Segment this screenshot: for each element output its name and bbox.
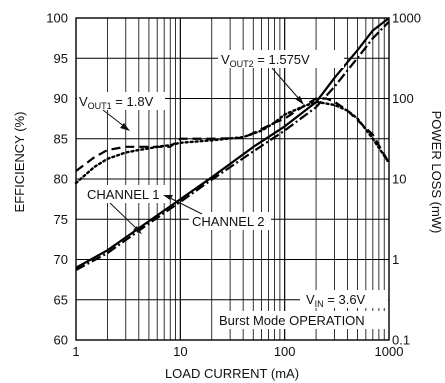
series-line-3 [75, 17, 390, 269]
y-left-tick-label: 90 [54, 91, 68, 106]
y-left-tick-label: 65 [54, 292, 68, 307]
tick-labels: 1 10 100 1000 60 65 70 75 80 85 90 95 100 0.1 1 10 100 10… [46, 11, 421, 360]
series-line-4 [75, 20, 390, 271]
y-left-tick-label: 60 [54, 333, 68, 348]
y-left-tick-label: 100 [46, 11, 68, 26]
channel1-label: CHANNEL 1 [87, 187, 159, 202]
series-line-2 [75, 97, 390, 172]
left-axis-title: EFFICIENCY (%) [12, 112, 27, 213]
series-line-1 [74, 100, 391, 185]
y-left-tick-label: 85 [54, 131, 68, 146]
vout2-arrow [271, 67, 301, 101]
y-right-tick-label: 1000 [392, 11, 421, 26]
y-left-tick-label: 95 [54, 51, 68, 66]
x-tick-label: 1000 [375, 344, 404, 359]
mode-label-bg [216, 311, 388, 329]
vout1-arrow [102, 109, 126, 128]
channel1-arrowhead [133, 226, 142, 234]
y-left-tick-label: 75 [54, 212, 68, 227]
y-right-tick-label: 1 [392, 252, 399, 267]
vout2-arrowhead [295, 96, 304, 105]
channel2-label: CHANNEL 2 [192, 214, 264, 229]
x-tick-label: 10 [173, 344, 187, 359]
y-right-tick-label: 0.1 [392, 333, 410, 348]
y-right-tick-label: 10 [392, 172, 406, 187]
y-left-tick-label: 70 [54, 252, 68, 267]
vout1-arrowhead [120, 123, 130, 131]
channel2-label-bg [189, 212, 271, 230]
vout2-label: VOUT2 = 1.575V [221, 52, 310, 69]
channel1-arrow [109, 202, 139, 231]
vout1-label-bg [77, 92, 165, 110]
x-tick-label: 100 [274, 344, 296, 359]
channel1-label-bg [84, 185, 166, 203]
annotations: VOUT2 = 1.575V VOUT1 = 1.8V CHANNEL 1 CH… [77, 50, 388, 329]
vout1-label: VOUT1 = 1.8V [79, 94, 154, 111]
y-left-tick-label: 80 [54, 172, 68, 187]
channel2-arrowhead [163, 195, 173, 200]
mode-label: Burst Mode OPERATION [219, 313, 365, 328]
x-tick-label: 1 [72, 344, 79, 359]
right-axis-title: POWER LOSS (mW) [429, 111, 444, 234]
plot-frame [75, 17, 390, 341]
vout2-label-bg [218, 50, 344, 68]
y-right-tick-label: 100 [392, 91, 414, 106]
channel2-arrow [167, 196, 203, 215]
x-axis-title: LOAD CURRENT (mA) [165, 366, 299, 381]
vin-label-bg [300, 290, 388, 308]
series-lines [74, 17, 391, 271]
plot-border [75, 17, 390, 341]
vin-label: VIN = 3.6V [306, 292, 366, 309]
